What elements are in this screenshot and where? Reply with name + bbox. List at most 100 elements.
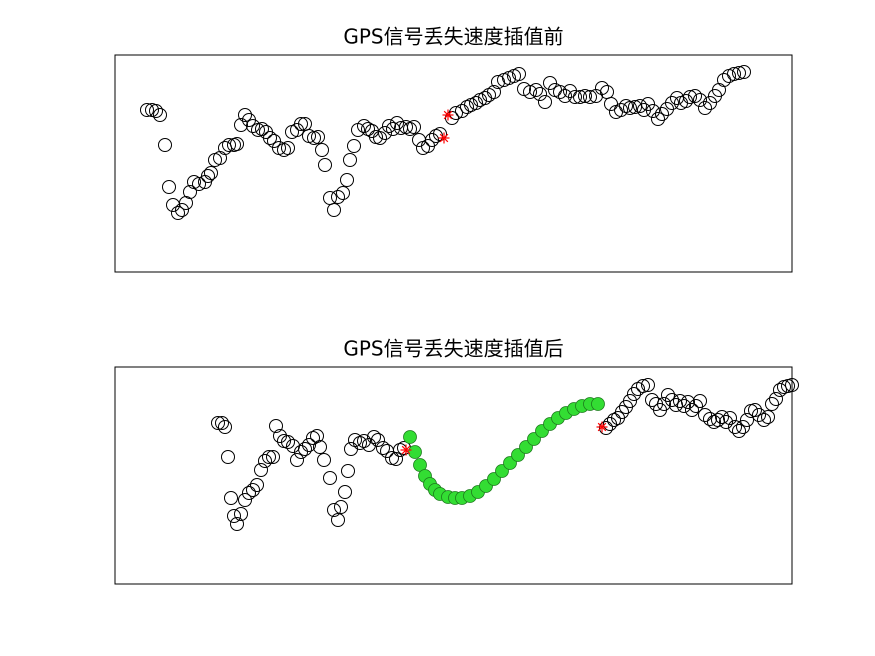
circle-marker (615, 405, 629, 419)
circle-marker (703, 96, 717, 110)
circle-marker (688, 89, 702, 103)
circle-marker (673, 394, 687, 408)
circle-marker (553, 85, 567, 99)
circle-marker (698, 408, 712, 422)
star-stroke (443, 110, 453, 120)
circle-marker (269, 419, 283, 433)
circle-marker (408, 445, 422, 459)
circle-marker (599, 421, 613, 435)
star-marker (442, 109, 454, 121)
circle-marker (242, 486, 256, 500)
circle-marker (234, 118, 248, 132)
circle-marker (655, 107, 669, 121)
series (400, 421, 608, 456)
circle-marker (641, 97, 655, 111)
circle-marker (665, 96, 679, 110)
circle-marker (294, 445, 308, 459)
circle-marker (727, 67, 741, 81)
circle-marker (262, 450, 276, 464)
circle-marker (773, 383, 787, 397)
circle-marker (757, 413, 771, 427)
circle-marker (298, 442, 312, 456)
chart-title: GPS信号丢失速度插值前 (343, 25, 563, 49)
circle-marker (651, 112, 665, 126)
circle-marker (183, 185, 197, 199)
circle-marker (238, 493, 252, 507)
circle-marker (357, 434, 371, 448)
circle-marker (158, 138, 172, 152)
circle-marker (224, 491, 238, 505)
circle-marker (623, 101, 637, 115)
circle-marker (373, 131, 387, 145)
circle-marker (529, 83, 543, 97)
circle-marker (538, 95, 552, 109)
circle-marker (737, 65, 751, 79)
star-stroke (439, 133, 449, 143)
circle-marker (785, 378, 799, 392)
circle-marker (376, 441, 390, 455)
circle-marker (657, 397, 671, 411)
circle-marker (378, 126, 392, 140)
circle-marker (246, 483, 260, 497)
circle-marker (281, 141, 295, 155)
circle-marker (677, 399, 691, 413)
circle-marker (558, 89, 572, 103)
circle-marker (627, 387, 641, 401)
circle-marker (633, 99, 647, 113)
circle-marker (573, 90, 587, 104)
circle-marker (382, 119, 396, 133)
circle-marker (723, 411, 737, 425)
circle-marker (693, 394, 707, 408)
circle-marker (267, 134, 281, 148)
circle-marker (336, 186, 350, 200)
circle-marker (171, 206, 185, 220)
circle-marker (719, 415, 733, 429)
circle-marker (192, 177, 206, 191)
circle-marker (568, 90, 582, 104)
circle-marker (331, 190, 345, 204)
circle-marker (487, 85, 501, 99)
circle-marker (533, 87, 547, 101)
circle-marker (543, 76, 557, 90)
circle-marker (230, 137, 244, 151)
circle-marker (204, 166, 218, 180)
star-marker (438, 132, 450, 144)
circle-marker (234, 507, 248, 521)
circle-marker (313, 440, 327, 454)
circle-marker (591, 397, 605, 411)
circle-marker (201, 169, 215, 183)
circle-marker (222, 138, 236, 152)
circle-marker (211, 416, 225, 430)
circle-marker (175, 203, 189, 217)
circle-marker (512, 67, 526, 81)
circle-marker (623, 394, 637, 408)
circle-marker (732, 424, 746, 438)
circle-marker (263, 131, 277, 145)
circle-marker (752, 408, 766, 422)
circle-marker (311, 130, 325, 144)
circle-marker (679, 94, 693, 108)
circle-marker (711, 413, 725, 427)
circle-marker (636, 379, 650, 393)
circle-marker (748, 403, 762, 417)
series (438, 109, 454, 144)
circle-marker (665, 393, 679, 407)
star-marker (400, 444, 412, 456)
circle-marker (715, 410, 729, 424)
circle-marker (221, 450, 235, 464)
circle-marker (362, 438, 376, 452)
circle-marker (583, 90, 597, 104)
circle-marker (140, 103, 154, 117)
circle-marker (689, 399, 703, 413)
circle-marker (595, 81, 609, 95)
circle-marker (698, 101, 712, 115)
circle-marker (310, 429, 324, 443)
circle-marker (614, 103, 628, 117)
star-stroke (597, 422, 607, 432)
circle-marker (149, 104, 163, 118)
circle-marker (250, 478, 264, 492)
circle-marker (227, 509, 241, 523)
circle-marker (433, 127, 447, 141)
circle-marker (218, 420, 232, 434)
plot-area (114, 366, 793, 585)
